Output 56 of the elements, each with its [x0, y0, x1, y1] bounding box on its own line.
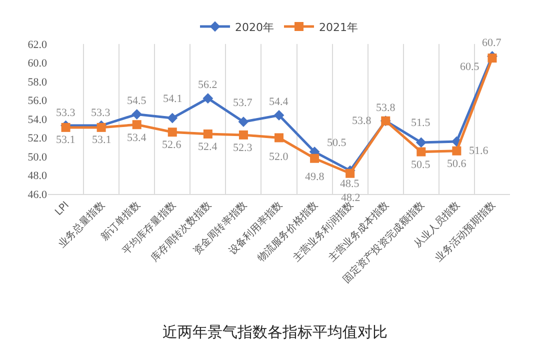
point	[274, 133, 284, 142]
y-tick-label: 48.0	[28, 170, 48, 182]
data-label: 53.8	[376, 102, 396, 114]
point	[238, 130, 248, 140]
data-label: 53.3	[91, 107, 111, 119]
data-label: 52.0	[269, 151, 289, 163]
point	[346, 168, 355, 178]
data-label: 48.5	[340, 178, 360, 190]
data-label: 51.5	[411, 117, 431, 129]
data-label: 50.5	[327, 137, 347, 149]
point	[416, 147, 426, 156]
point	[202, 93, 214, 104]
point	[310, 154, 320, 163]
point	[168, 128, 177, 137]
data-label: 54.5	[127, 95, 147, 107]
point	[416, 137, 426, 148]
data-label: 54.4	[269, 96, 289, 108]
point	[132, 120, 142, 130]
data-label: 49.8	[305, 171, 325, 183]
x-tick-label: LPI	[53, 200, 72, 218]
y-tick-label: 56.0	[28, 95, 48, 108]
y-tick-label: 62.0	[28, 38, 48, 51]
data-label: 60.5	[460, 61, 480, 73]
y-tick-label: 50.0	[28, 151, 48, 164]
point	[488, 54, 497, 63]
point	[238, 116, 249, 128]
data-label: 56.2	[198, 79, 218, 91]
y-tick-label: 54.0	[28, 114, 48, 126]
data-label: 50.6	[447, 158, 467, 170]
data-label: 52.3	[233, 142, 253, 154]
data-label: 54.1	[163, 93, 182, 105]
point	[61, 122, 70, 132]
data-label: 53.1	[56, 134, 76, 146]
data-label: 52.4	[198, 141, 218, 153]
legend-label: 2021年	[319, 20, 358, 34]
point	[167, 112, 178, 124]
y-tick-label: 52.0	[28, 132, 48, 145]
data-label: 51.6	[469, 145, 489, 157]
y-tick-label: 58.0	[28, 76, 48, 88]
data-label: 53.8	[352, 115, 372, 127]
text: 近两年景气指数各指标平均值对比	[162, 323, 388, 342]
point	[203, 130, 212, 138]
data-label: 53.4	[127, 132, 147, 144]
data-label: 60.7	[482, 37, 502, 49]
y-tick-label: 60.0	[28, 58, 48, 70]
y-tick-label: 46.0	[28, 188, 48, 201]
point	[132, 109, 142, 120]
legend-label: 2020年	[235, 20, 274, 34]
point	[96, 122, 106, 132]
point	[274, 110, 284, 120]
data-label: 52.6	[162, 139, 182, 151]
data-label: 53.1	[92, 134, 112, 146]
data-label: 53.7	[233, 97, 253, 109]
data-label: 50.5	[411, 159, 431, 171]
data-label: 53.3	[56, 107, 76, 119]
point	[452, 146, 462, 156]
